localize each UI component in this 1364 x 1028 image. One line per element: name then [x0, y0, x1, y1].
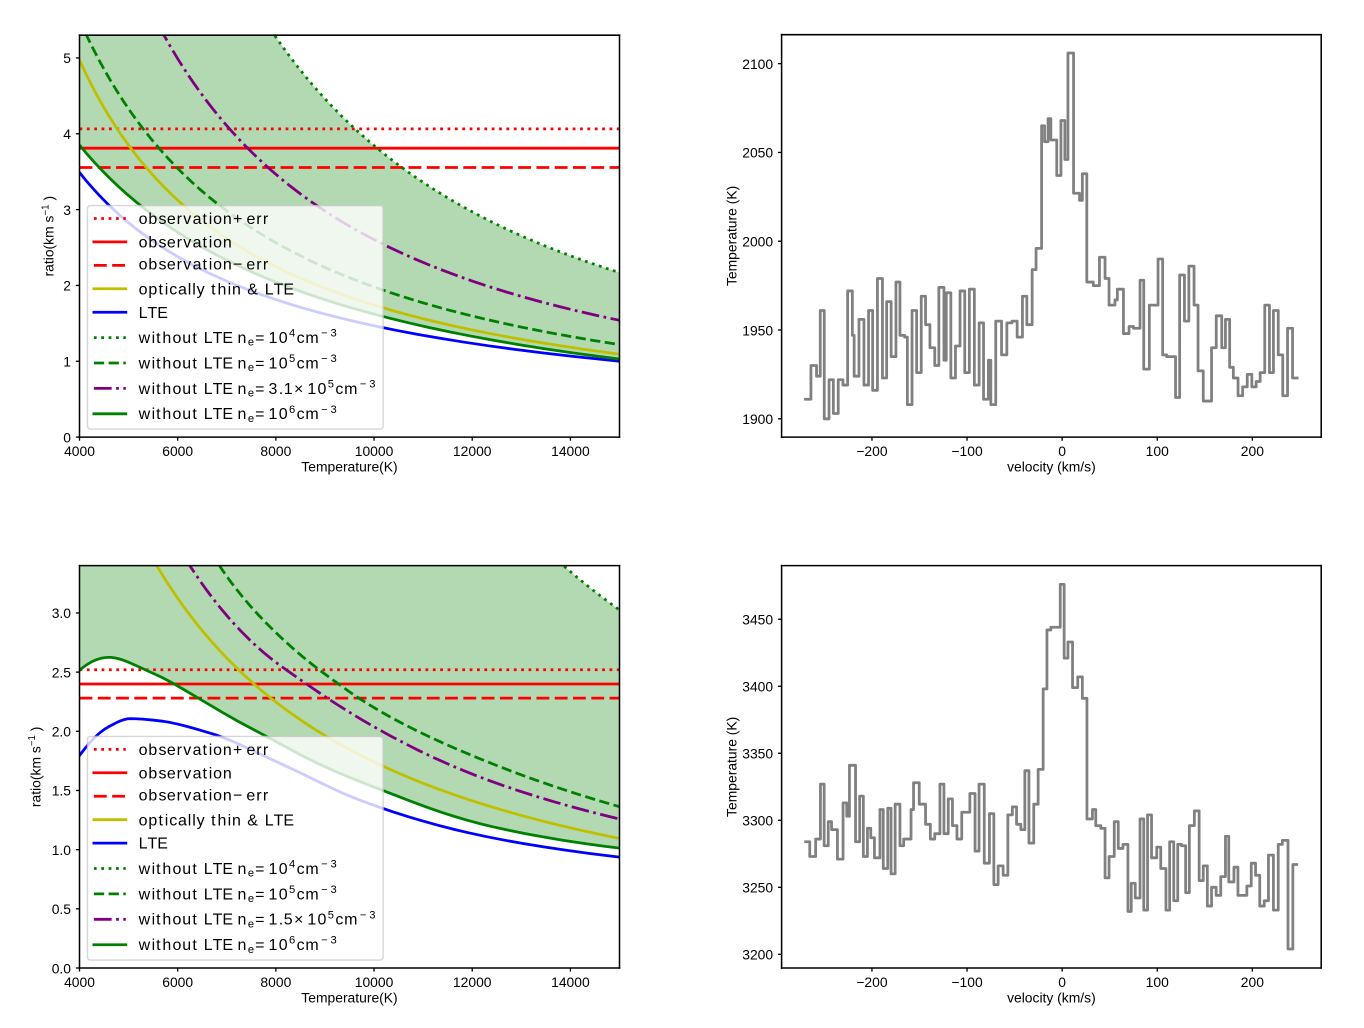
- svg-text:1900: 1900: [742, 411, 773, 427]
- svg-text:3250: 3250: [742, 880, 773, 896]
- svg-text:10000: 10000: [355, 974, 394, 990]
- svg-text:−100: −100: [951, 443, 983, 459]
- svg-text:14000: 14000: [551, 974, 590, 990]
- svg-text:2.5: 2.5: [52, 664, 72, 680]
- svg-text:6000: 6000: [162, 974, 193, 990]
- svg-text:0: 0: [63, 429, 71, 445]
- svg-text:3400: 3400: [742, 679, 773, 695]
- svg-text:−100: −100: [951, 974, 983, 990]
- svg-text:−200: −200: [856, 974, 888, 990]
- svg-text:10000: 10000: [355, 443, 394, 459]
- svg-text:12000: 12000: [453, 443, 492, 459]
- svg-text:ratio(km s−1 ): ratio(km s−1 ): [40, 196, 56, 277]
- svg-text:4000: 4000: [64, 443, 95, 459]
- svg-text:3: 3: [63, 202, 71, 218]
- svg-text:4000: 4000: [64, 974, 95, 990]
- svg-text:0.0: 0.0: [52, 960, 72, 976]
- svg-text:1950: 1950: [742, 322, 773, 338]
- svg-text:w i t h: w i t h o u t L T E n = 1 0 c m e 4 − 3: [138, 317, 337, 351]
- svg-text:velocity (km/s): velocity (km/s): [1007, 990, 1096, 1006]
- svg-text:0: 0: [1058, 443, 1066, 459]
- svg-text:Temperature (K): Temperature (K): [723, 186, 739, 286]
- svg-text:2.0: 2.0: [52, 724, 72, 740]
- svg-text:12000: 12000: [453, 974, 492, 990]
- svg-text:LTE: LTE: [139, 836, 168, 853]
- svg-text:velocity (km/s): velocity (km/s): [1007, 459, 1096, 475]
- svg-text:200: 200: [1241, 974, 1264, 990]
- svg-text:3.0: 3.0: [52, 605, 72, 621]
- svg-text:o b s e: o b s e r v a t i o n − e r r: [139, 250, 269, 275]
- svg-text:2050: 2050: [742, 145, 773, 161]
- svg-text:Temperature(K): Temperature(K): [301, 459, 397, 475]
- svg-text:14000: 14000: [551, 443, 590, 459]
- svg-text:0: 0: [1058, 974, 1066, 990]
- svg-text:3200: 3200: [742, 947, 773, 963]
- svg-text:2000: 2000: [742, 234, 773, 250]
- svg-text:w i t h: w i t h o u t L T E n = 1 0 c m e 5 − 3: [138, 873, 337, 907]
- svg-text:6000: 6000: [162, 443, 193, 459]
- svg-text:200: 200: [1241, 443, 1264, 459]
- svg-text:3350: 3350: [742, 746, 773, 762]
- svg-text:w i t h: w i t h o u t L T E n = 1 0 c m e 6 − 3: [138, 924, 337, 958]
- svg-text:w i t h: w i t h o u t L T E n = 3 . 1 × 1 0 c m …: [138, 367, 376, 401]
- svg-text:Temperature (K): Temperature (K): [723, 717, 739, 817]
- svg-text:−200: −200: [856, 443, 888, 459]
- svg-text:ratio(km s−1 ): ratio(km s−1 ): [27, 727, 43, 808]
- svg-text:5: 5: [63, 50, 71, 66]
- svg-text:0.5: 0.5: [52, 901, 72, 917]
- svg-text:8000: 8000: [260, 443, 291, 459]
- svg-text:100: 100: [1146, 974, 1169, 990]
- svg-text:3300: 3300: [742, 813, 773, 829]
- svg-text:4: 4: [63, 126, 71, 142]
- svg-text:3450: 3450: [742, 611, 773, 627]
- svg-text:1: 1: [63, 354, 71, 370]
- svg-text:2100: 2100: [742, 56, 773, 72]
- svg-text:2: 2: [63, 278, 71, 294]
- svg-text:1.0: 1.0: [52, 842, 72, 858]
- svg-text:o b s e: o b s e r v a t i o n − e r r: [139, 781, 269, 806]
- svg-text:LTE: LTE: [139, 305, 168, 322]
- svg-text:w i t h: w i t h o u t L T E n = 1 . 5 × 1 0 c m …: [138, 898, 376, 932]
- svg-text:100: 100: [1146, 443, 1169, 459]
- svg-text:w i t h: w i t h o u t L T E n = 1 0 c m e 4 − 3: [138, 847, 337, 881]
- svg-text:1.5: 1.5: [52, 783, 72, 799]
- svg-text:Temperature(K): Temperature(K): [301, 990, 397, 1006]
- svg-text:w i t h: w i t h o u t L T E n = 1 0 c m e 5 − 3: [138, 342, 337, 376]
- svg-text:8000: 8000: [260, 974, 291, 990]
- svg-text:w i t h: w i t h o u t L T E n = 1 0 c m e 6 − 3: [138, 393, 337, 427]
